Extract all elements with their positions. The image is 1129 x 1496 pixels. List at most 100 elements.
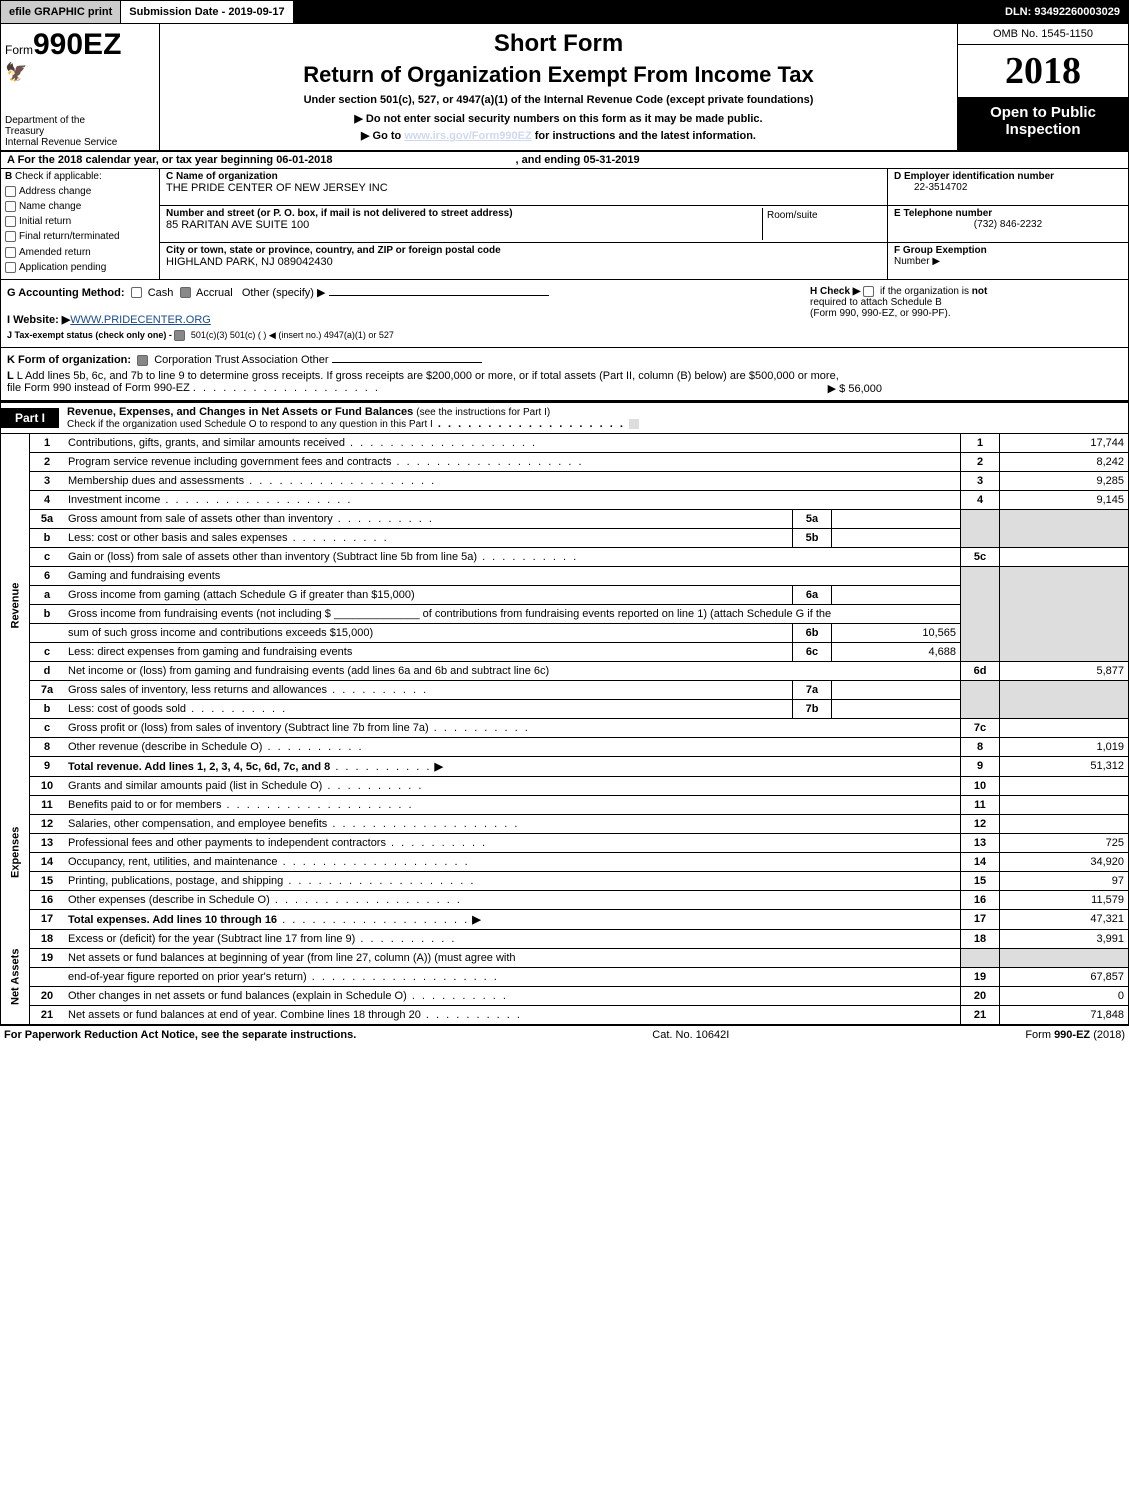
table-row: 21 Net assets or fund balances at end of… xyxy=(1,1005,1129,1024)
line-desc: Gain or (loss) from sale of assets other… xyxy=(68,551,477,563)
table-row: 20 Other changes in net assets or fund b… xyxy=(1,986,1129,1005)
line-desc: Less: cost of goods sold xyxy=(68,703,186,715)
checkbox-corp[interactable] xyxy=(137,355,148,366)
line-desc: Grants and similar amounts paid (list in… xyxy=(68,780,322,792)
checkbox-initial[interactable] xyxy=(5,216,16,227)
line-no: b xyxy=(30,699,65,718)
efile-print-button[interactable]: efile GRAPHIC print xyxy=(1,1,121,23)
line-desc: Net income or (loss) from gaming and fun… xyxy=(68,665,549,677)
num-col-shaded xyxy=(961,680,1000,718)
table-row: 6 Gaming and fundraising events xyxy=(1,566,1129,585)
line-no: 16 xyxy=(30,890,65,909)
line-desc: Less: cost or other basis and sales expe… xyxy=(68,532,288,544)
checkbox-accrual[interactable] xyxy=(180,287,191,298)
val-col: 11,579 xyxy=(1000,890,1129,909)
sub-no: 5b xyxy=(793,528,832,547)
sub-no: 5a xyxy=(793,509,832,528)
num-col: 5c xyxy=(961,547,1000,566)
return-title: Return of Organization Exempt From Incom… xyxy=(164,62,953,88)
num-col: 14 xyxy=(961,852,1000,871)
checkbox-final[interactable] xyxy=(5,231,16,242)
checkbox-addr[interactable] xyxy=(5,186,16,197)
ein-val: 22-3514702 xyxy=(914,182,967,193)
ein-cell: D Employer identification number 22-3514… xyxy=(888,169,1128,206)
room-suite: Room/suite xyxy=(762,208,881,240)
h-text3: (Form 990, 990-EZ, or 990-PF). xyxy=(810,308,951,319)
table-row: c Less: direct expenses from gaming and … xyxy=(1,642,1129,661)
part1-table: Revenue 1 Contributions, gifts, grants, … xyxy=(0,434,1129,1025)
table-row: 15 Printing, publications, postage, and … xyxy=(1,871,1129,890)
table-row: c Gross profit or (loss) from sales of i… xyxy=(1,718,1129,737)
line-desc: Program service revenue including govern… xyxy=(68,456,391,468)
line-no: 21 xyxy=(30,1005,65,1024)
part1-check-text: Check if the organization used Schedule … xyxy=(67,419,433,430)
checkbox-pending[interactable] xyxy=(5,262,16,273)
line-no: 15 xyxy=(30,871,65,890)
table-row: b Less: cost of goods sold 7b xyxy=(1,699,1129,718)
j-label: J Tax-exempt status (check only one) - xyxy=(7,330,174,340)
dept-line2: Treasury xyxy=(5,126,44,137)
val-col-shaded xyxy=(1000,680,1129,718)
b-item-1: Name change xyxy=(19,201,81,212)
val-col: 725 xyxy=(1000,833,1129,852)
checkbox-amended[interactable] xyxy=(5,247,16,258)
e-label: E Telephone number xyxy=(894,208,992,219)
val-col xyxy=(1000,718,1129,737)
dept-line3: Internal Revenue Service xyxy=(5,137,117,148)
org-name: THE PRIDE CENTER OF NEW JERSEY INC xyxy=(166,182,388,194)
c-label: C xyxy=(166,171,173,182)
sub-val xyxy=(832,528,961,547)
checkbox-schedule-o[interactable] xyxy=(629,419,639,429)
part1-label: Part I xyxy=(1,408,59,428)
num-col: 11 xyxy=(961,795,1000,814)
phone-cell: E Telephone number (732) 846-2232 xyxy=(888,206,1128,243)
goto-prefix: ▶ Go to xyxy=(361,130,404,142)
sub-val xyxy=(832,680,961,699)
table-row: 16 Other expenses (describe in Schedule … xyxy=(1,890,1129,909)
line-h: H Check ▶ if the organization is not req… xyxy=(810,286,1120,319)
checkbox-501c3[interactable] xyxy=(174,330,185,341)
f-label2: Number ▶ xyxy=(894,256,940,267)
submission-date: Submission Date - 2019-09-17 xyxy=(121,1,293,23)
table-row: 9 Total revenue. Add lines 1, 2, 3, 4, 5… xyxy=(1,756,1129,776)
line-desc: Benefits paid to or for members xyxy=(68,799,221,811)
table-row: 3 Membership dues and assessments 3 9,28… xyxy=(1,471,1129,490)
group-exemption-cell: F Group Exemption Number ▶ xyxy=(888,243,1128,279)
h-label: H Check ▶ xyxy=(810,286,860,297)
table-row: 4 Investment income 4 9,145 xyxy=(1,490,1129,509)
line-no: b xyxy=(30,528,65,547)
checkbox-name[interactable] xyxy=(5,201,16,212)
form-prefix: Form xyxy=(5,43,33,57)
checkbox-h[interactable] xyxy=(863,286,874,297)
inspection-line2: Inspection xyxy=(1005,121,1080,138)
goto-suffix: for instructions and the latest informat… xyxy=(532,130,756,142)
table-row: Net Assets 18 Excess or (deficit) for th… xyxy=(1,929,1129,948)
val-col: 34,920 xyxy=(1000,852,1129,871)
f-label: F Group Exemption xyxy=(894,245,987,256)
short-form-title: Short Form xyxy=(164,30,953,58)
sub-no: 6a xyxy=(793,585,832,604)
line-no: 7a xyxy=(30,680,65,699)
line-no: 6 xyxy=(30,566,65,585)
table-row: d Net income or (loss) from gaming and f… xyxy=(1,661,1129,680)
val-col: 5,877 xyxy=(1000,661,1129,680)
table-row: 8 Other revenue (describe in Schedule O)… xyxy=(1,737,1129,756)
table-row: c Gain or (loss) from sale of assets oth… xyxy=(1,547,1129,566)
table-row: Revenue 1 Contributions, gifts, grants, … xyxy=(1,434,1129,453)
table-row: end-of-year figure reported on prior yea… xyxy=(1,967,1129,986)
netassets-side-label: Net Assets xyxy=(1,929,30,1024)
irs-link[interactable]: www.irs.gov/Form990EZ xyxy=(404,130,531,142)
line-no: 2 xyxy=(30,452,65,471)
table-row: a Gross income from gaming (attach Sched… xyxy=(1,585,1129,604)
k-items: Corporation Trust Association Other xyxy=(154,354,328,366)
website-link[interactable]: WWW.PRIDECENTER.ORG xyxy=(70,314,211,326)
j-items: 501(c)(3) 501(c) ( ) ◀ (insert no.) 4947… xyxy=(191,330,394,340)
line-no: 4 xyxy=(30,490,65,509)
c-text: Name of organization xyxy=(176,171,278,182)
num-col: 12 xyxy=(961,814,1000,833)
line-desc: Excess or (deficit) for the year (Subtra… xyxy=(68,933,355,945)
val-col-shaded xyxy=(1000,948,1129,967)
line-no: 5a xyxy=(30,509,65,528)
val-col: 71,848 xyxy=(1000,1005,1129,1024)
checkbox-cash[interactable] xyxy=(131,287,142,298)
